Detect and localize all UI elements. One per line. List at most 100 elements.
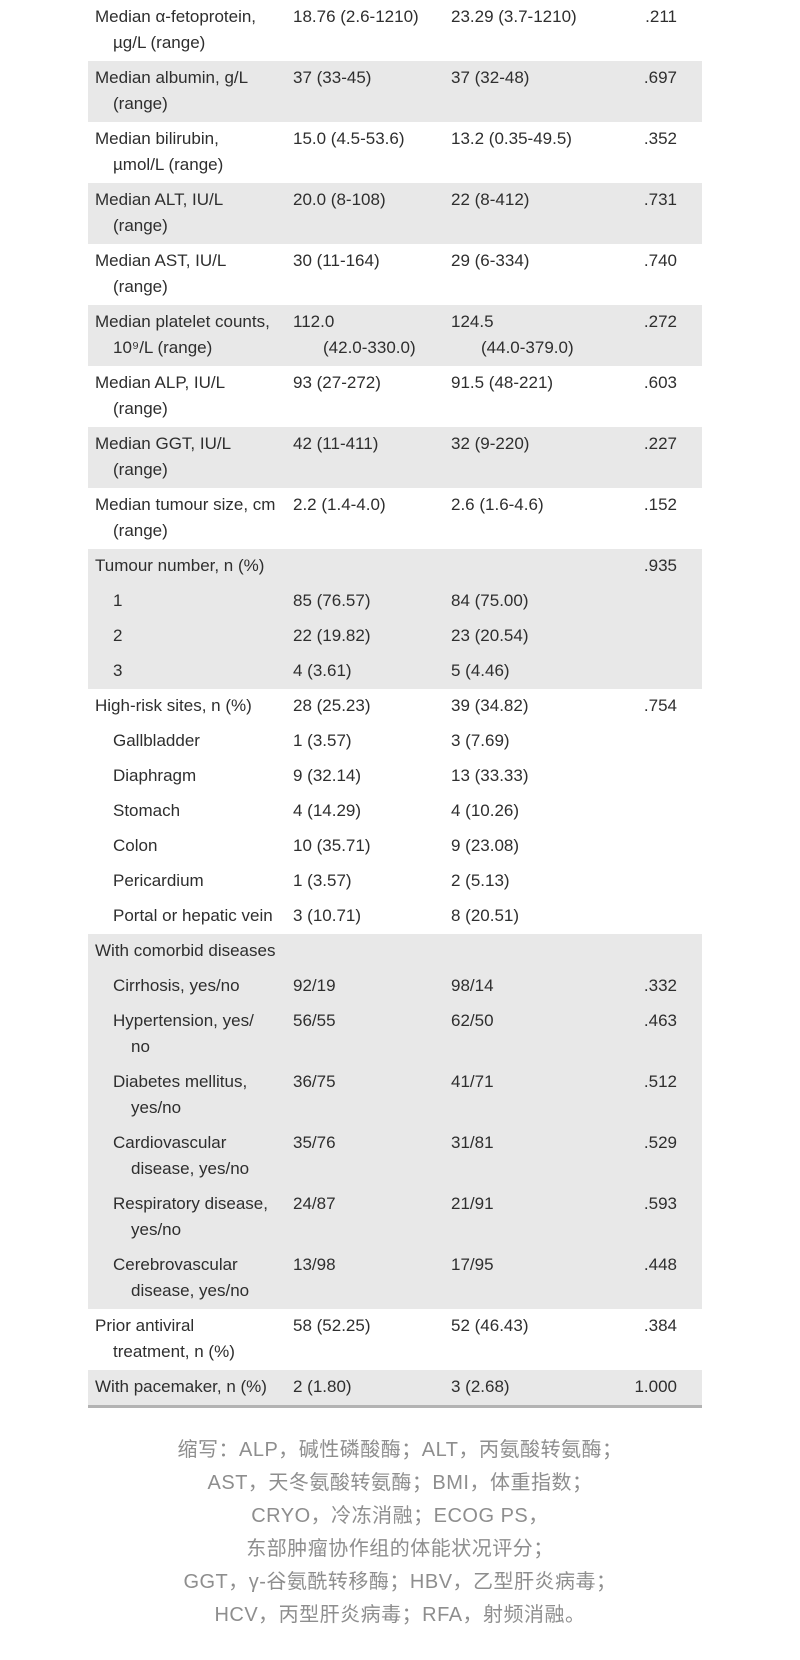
row-label-line: High-risk sites, n (%) <box>95 696 252 715</box>
group2-value: 39 (34.82) <box>451 693 606 719</box>
row-label: Hypertension, yes/no <box>95 1008 293 1060</box>
table-row: 3 4 (3.61) 5 (4.46) <box>88 654 702 689</box>
table-row: Diabetes mellitus, yes/no 36/75 41/71 .512 <box>88 1065 702 1126</box>
group1-value-line: 85 (76.57) <box>293 591 371 610</box>
row-label-line: Prior antiviral <box>95 1316 195 1335</box>
group1-value: 30 (11-164) <box>293 248 451 274</box>
p-value: .697 <box>643 68 677 87</box>
row-label-line: Diaphragm <box>113 766 197 785</box>
table-row: Diaphragm 9 (32.14) 13 (33.33) <box>88 759 702 794</box>
row-label-line: Cerebrovascular <box>113 1255 238 1274</box>
group2-value-line: (44.0-379.0) <box>481 338 574 357</box>
row-label: With comorbid diseases <box>95 938 293 964</box>
p-value: .512 <box>643 1072 677 1091</box>
row-label-line: Median tumour size, cm <box>95 495 276 514</box>
group2-value: 5 (4.46) <box>451 658 606 684</box>
group1-value-line: (42.0-330.0) <box>323 338 416 357</box>
table-row: Median tumour size, cm (range) 2.2 (1.4-4.… <box>88 488 702 549</box>
group2-value: 124.5 (44.0-379.0) <box>451 309 606 361</box>
group2-value-line: 124.5 <box>451 312 494 331</box>
group2-value-line: 29 (6-334) <box>451 251 530 270</box>
group2-value: 23.29 (3.7-1210) <box>451 4 606 30</box>
group2-value: 3 (2.68) <box>451 1374 606 1400</box>
group1-value-line: 3 (10.71) <box>293 906 362 925</box>
group1-value-line: 1 (3.57) <box>293 731 352 750</box>
table-row: With comorbid diseases <box>88 934 702 969</box>
row-label-line: Portal or hepatic vein <box>113 906 273 925</box>
p-value: .593 <box>643 1194 677 1213</box>
row-label: Median albumin, g/L (range) <box>95 65 293 117</box>
table-row: Pericardium 1 (3.57) 2 (5.13) <box>88 864 702 899</box>
row-label: Stomach <box>95 798 293 824</box>
group1-value: 18.76 (2.6-1210) <box>293 4 451 30</box>
group1-value: 93 (27-272) <box>293 370 451 396</box>
row-label-line: µmol/L (range) <box>113 155 224 174</box>
group1-value-line: 13/98 <box>293 1255 336 1274</box>
table-row: Respiratory disease, yes/no 24/87 21/91 .593 <box>88 1187 702 1248</box>
group2-value-line: 91.5 (48-221) <box>451 373 554 392</box>
group1-value-line: 30 (11-164) <box>293 251 380 270</box>
group2-value: 4 (10.26) <box>451 798 606 824</box>
group2-value-line: 31/81 <box>451 1133 494 1152</box>
p-value: .332 <box>643 976 677 995</box>
group1-value-line: 112.0 <box>293 312 335 331</box>
row-label-line: Cirrhosis, yes/no <box>113 976 240 995</box>
row-label-line: Median albumin, g/L <box>95 68 249 87</box>
group2-value: 23 (20.54) <box>451 623 606 649</box>
row-label-line: Median ALP, IU/L <box>95 373 226 392</box>
group2-value: 91.5 (48-221) <box>451 370 606 396</box>
group2-value-line: 22 (8-412) <box>451 190 530 209</box>
table-row: Prior antiviral treatment, n (%) 58 (52.25… <box>88 1309 702 1370</box>
group1-value-line: 2.2 (1.4-4.0) <box>293 495 386 514</box>
row-label-line: Hypertension, yes/ <box>113 1011 254 1030</box>
table-row: With pacemaker, n (%) 2 (1.80) 3 (2.68) 1.0… <box>88 1370 702 1405</box>
row-label-line: Median AST, IU/L <box>95 251 227 270</box>
group1-value-line: 56/55 <box>293 1011 336 1030</box>
group2-value: 13 (33.33) <box>451 763 606 789</box>
row-label: Diabetes mellitus, yes/no <box>95 1069 293 1121</box>
table-row: Portal or hepatic vein 3 (10.71) 8 (20.51) <box>88 899 702 934</box>
row-label-line: (range) <box>113 216 168 235</box>
group1-value: 112.0 (42.0-330.0) <box>293 309 451 361</box>
table-row: Median bilirubin, µmol/L (range) 15.0 (4.5… <box>88 122 702 183</box>
group2-value: 62/50 <box>451 1008 606 1034</box>
group2-value-line: 23.29 (3.7-1210) <box>451 7 577 26</box>
row-label: Diaphragm <box>95 763 293 789</box>
group2-value: 98/14 <box>451 973 606 999</box>
table-row: High-risk sites, n (%) 28 (25.23) 39 (34.8… <box>88 689 702 724</box>
group2-value-line: 41/71 <box>451 1072 494 1091</box>
row-label: Cerebrovascular disease, yes/no <box>95 1252 293 1304</box>
group2-value-line: 9 (23.08) <box>451 836 520 855</box>
group2-value: 13.2 (0.35-49.5) <box>451 126 606 152</box>
table-row: Median AST, IU/L (range) 30 (11-164) 29 (6-… <box>88 244 702 305</box>
p-value: .272 <box>643 312 677 331</box>
group1-value: 4 (14.29) <box>293 798 451 824</box>
row-label-line: yes/no <box>131 1098 182 1117</box>
group2-value-line: 3 (7.69) <box>451 731 510 750</box>
group2-value-line: 4 (10.26) <box>451 801 520 820</box>
group2-value-line: 52 (46.43) <box>451 1316 529 1335</box>
row-label-line: Median platelet counts, <box>95 312 270 331</box>
p-value: .384 <box>643 1316 677 1335</box>
p-value: .603 <box>643 373 677 392</box>
row-label: Median tumour size, cm (range) <box>95 492 293 544</box>
row-label: Portal or hepatic vein <box>95 903 293 929</box>
group1-value: 3 (10.71) <box>293 903 451 929</box>
group1-value: 85 (76.57) <box>293 588 451 614</box>
baseline-characteristics-table: Median α-fetoprotein, µg/L (range) 18.76 (… <box>88 0 702 1408</box>
group2-value-line: 98/14 <box>451 976 494 995</box>
group1-value-line: 1 (3.57) <box>293 871 352 890</box>
row-label: Pericardium <box>95 868 293 894</box>
group2-value: 9 (23.08) <box>451 833 606 859</box>
row-label-line: treatment, n (%) <box>113 1342 235 1361</box>
row-label-line: With comorbid diseases <box>95 941 276 960</box>
group2-value-line: 62/50 <box>451 1011 494 1030</box>
group1-value-line: 4 (14.29) <box>293 801 362 820</box>
group2-value-line: 8 (20.51) <box>451 906 520 925</box>
row-label: Tumour number, n (%) <box>95 553 293 579</box>
group2-value-line: 3 (2.68) <box>451 1377 510 1396</box>
group1-value: 15.0 (4.5-53.6) <box>293 126 451 152</box>
row-label-line: 1 <box>113 591 123 610</box>
row-label-line: Colon <box>113 836 158 855</box>
